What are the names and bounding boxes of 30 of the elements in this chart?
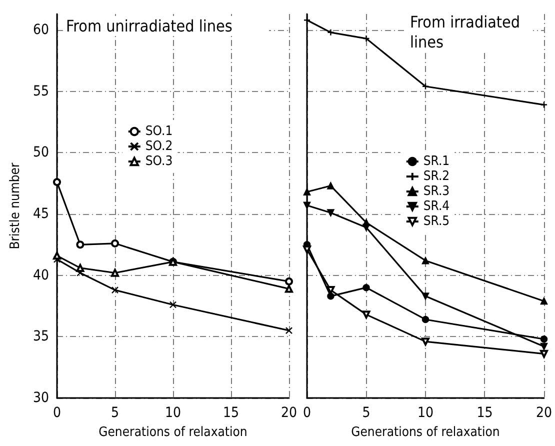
legend-label: SR.2 [423,169,450,184]
y-tick-label: 50 [32,144,49,161]
text: From irradiated lines [410,12,525,52]
x-tick-label: 0 [52,405,62,421]
x-tick-label: 0 [303,405,312,421]
x-tick-label: 15 [222,405,240,421]
y-tick-label: 60 [32,22,49,38]
y-axis-title: Bristle number [8,162,24,250]
y-tick-label: 45 [32,206,49,222]
x-tick-label: 10 [417,405,434,421]
chart-title: From unirradiated lines [66,16,232,36]
legend-label: SR.1 [423,154,450,169]
legend-label: SO.3 [145,154,173,169]
x-tick-label: 15 [476,405,493,421]
x-axis-title: Generations of relaxation [98,425,248,440]
legend-label: SO.2 [145,139,173,154]
x-tick-label: 20 [536,405,552,421]
x-tick-label: 5 [110,405,120,421]
x-tick-label: 10 [164,405,182,421]
y-tick-label: 30 [32,390,49,406]
legend-label: SR.5 [423,214,450,229]
x-axis-title: Generations of relaxation [351,425,500,440]
legend-label: SR.3 [423,184,450,199]
y-tick-label: 55 [32,83,49,100]
x-tick-label: 5 [362,405,370,421]
y-tick-label: 40 [32,267,49,284]
legend-label: SO.1 [145,124,173,139]
x-tick-label: 20 [280,405,298,421]
legend-label: SR.4 [423,199,450,214]
y-tick-label: 35 [32,328,49,345]
